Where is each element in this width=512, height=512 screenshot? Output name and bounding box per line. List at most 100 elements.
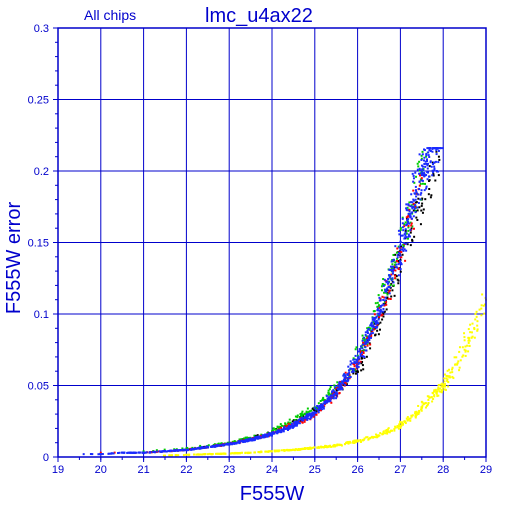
data-point xyxy=(401,423,404,426)
data-point xyxy=(365,349,368,352)
data-point xyxy=(131,451,134,454)
data-point xyxy=(369,437,372,440)
data-point xyxy=(422,167,425,170)
data-point xyxy=(391,289,394,292)
data-point xyxy=(433,390,436,393)
data-point xyxy=(411,201,414,204)
data-point xyxy=(382,307,385,310)
data-point xyxy=(302,415,305,418)
data-point xyxy=(399,426,402,429)
data-point xyxy=(425,187,428,190)
data-point xyxy=(397,229,400,232)
data-point xyxy=(406,419,409,422)
data-point xyxy=(399,260,402,263)
data-point xyxy=(310,416,313,419)
data-point xyxy=(301,419,304,422)
data-point xyxy=(265,435,268,438)
data-point xyxy=(383,300,386,303)
data-point xyxy=(456,362,459,365)
data-point xyxy=(431,169,434,172)
data-point xyxy=(448,368,451,371)
data-point xyxy=(118,451,121,454)
data-point xyxy=(378,306,381,309)
data-point xyxy=(411,205,414,208)
data-point xyxy=(407,218,410,221)
data-point xyxy=(205,446,208,449)
data-point xyxy=(420,158,423,161)
data-point xyxy=(437,384,440,387)
data-point xyxy=(431,400,434,403)
data-point xyxy=(388,431,391,434)
data-point xyxy=(399,244,402,247)
data-point xyxy=(409,229,412,232)
data-point xyxy=(365,335,368,338)
x-tick-label: 28 xyxy=(437,464,449,476)
data-point xyxy=(361,351,364,354)
data-point xyxy=(436,170,439,173)
data-point xyxy=(376,325,379,328)
data-point xyxy=(319,399,322,402)
data-point xyxy=(416,162,419,165)
data-point xyxy=(341,382,344,385)
y-tick-label: 0.15 xyxy=(28,238,49,250)
data-point xyxy=(397,274,400,277)
data-point xyxy=(339,443,342,446)
data-point xyxy=(195,447,198,450)
data-point xyxy=(426,162,429,165)
data-point xyxy=(235,452,238,455)
data-point xyxy=(349,363,352,366)
data-point xyxy=(386,282,389,285)
data-point xyxy=(435,390,438,393)
data-point xyxy=(192,448,195,451)
data-point xyxy=(375,319,378,322)
data-point xyxy=(389,284,392,287)
data-point xyxy=(444,388,447,391)
data-point xyxy=(327,396,330,399)
data-point xyxy=(293,449,296,452)
data-point xyxy=(380,310,383,313)
data-point xyxy=(297,447,300,450)
data-point xyxy=(407,229,410,232)
x-tick-label: 25 xyxy=(309,464,321,476)
data-point xyxy=(393,429,396,432)
data-point xyxy=(376,323,379,326)
data-point xyxy=(369,343,372,346)
data-point xyxy=(423,175,426,178)
data-point xyxy=(322,407,325,410)
data-point xyxy=(89,453,92,456)
data-point xyxy=(361,353,364,356)
data-point xyxy=(238,452,241,455)
data-point xyxy=(443,373,446,376)
data-point xyxy=(409,231,412,234)
data-point xyxy=(378,314,381,317)
data-point xyxy=(396,257,399,260)
data-point xyxy=(201,446,204,449)
data-point xyxy=(370,322,373,325)
data-point xyxy=(150,451,153,454)
plot-frame xyxy=(53,27,487,462)
data-point xyxy=(280,429,283,432)
data-point xyxy=(273,432,276,435)
data-point xyxy=(424,182,427,185)
data-point xyxy=(274,450,277,453)
data-point xyxy=(420,209,423,212)
data-point xyxy=(307,448,310,451)
data-point xyxy=(409,216,412,219)
data-point xyxy=(483,312,486,315)
data-point xyxy=(91,453,94,456)
data-point xyxy=(467,350,470,353)
data-point xyxy=(407,212,410,215)
data-point xyxy=(388,289,391,292)
data-point xyxy=(418,180,421,183)
data-point xyxy=(394,253,397,256)
data-point xyxy=(394,425,397,428)
data-point xyxy=(267,432,270,435)
data-point xyxy=(244,439,247,442)
data-point xyxy=(399,254,402,257)
data-point xyxy=(449,371,452,374)
data-point xyxy=(382,315,385,318)
data-point xyxy=(112,452,115,455)
data-point xyxy=(141,451,144,454)
data-point xyxy=(280,449,283,452)
data-point xyxy=(354,372,357,375)
